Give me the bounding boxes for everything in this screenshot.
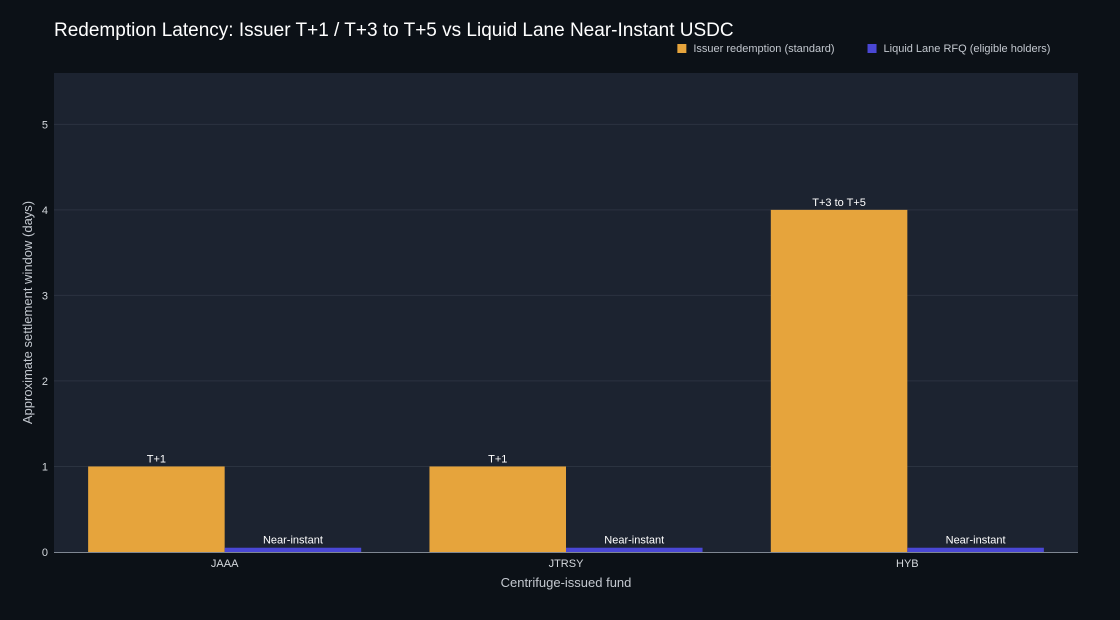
x-axis-title: Centrifuge-issued fund xyxy=(501,575,632,590)
legend-label: Liquid Lane RFQ (eligible holders) xyxy=(884,43,1051,55)
bar-data-label: Near-instant xyxy=(604,535,664,547)
y-axis-title: Approximate settlement window (days) xyxy=(20,201,35,424)
y-tick-label: 5 xyxy=(42,119,48,131)
bar-data-label: T+1 xyxy=(488,453,507,465)
bar-data-label: Near-instant xyxy=(946,535,1006,547)
bar-data-label: Near-instant xyxy=(263,535,323,547)
legend-label: Issuer redemption (standard) xyxy=(693,43,834,55)
y-tick-label: 3 xyxy=(42,290,48,302)
chart-title: Redemption Latency: Issuer T+1 / T+3 to … xyxy=(54,20,734,41)
bar-jaaa-liquid-lane xyxy=(224,547,362,552)
legend-swatch xyxy=(677,44,687,53)
bar-jaaa-issuer xyxy=(88,466,225,552)
bar-labels: T+1 Near-instant T+1 Near-instant T+3 to T+5… xyxy=(147,197,1006,547)
bar-jtrsy-issuer xyxy=(429,466,566,552)
y-tick-label: 2 xyxy=(42,376,48,388)
x-axis-ticks: JAAA JTRSY HYB xyxy=(211,558,919,570)
bar-hyb-issuer xyxy=(770,209,908,552)
y-tick-label: 0 xyxy=(42,547,48,559)
y-axis-ticks: 0 1 2 3 4 5 xyxy=(42,119,48,559)
legend-swatch xyxy=(867,44,877,53)
legend: Issuer redemption (standard) Liquid Lane … xyxy=(677,43,1050,55)
y-tick-label: 1 xyxy=(42,461,48,473)
y-tick-label: 4 xyxy=(42,205,48,217)
bar-data-label: T+3 to T+5 xyxy=(812,197,866,209)
bar-hyb-liquid-lane xyxy=(907,547,1044,552)
bar-jtrsy-liquid-lane xyxy=(566,547,703,552)
bars xyxy=(88,209,1044,552)
bar-data-label: T+1 xyxy=(147,453,166,465)
x-tick-label: JAAA xyxy=(211,558,239,570)
x-tick-label: HYB xyxy=(896,558,919,570)
x-tick-label: JTRSY xyxy=(549,558,585,570)
